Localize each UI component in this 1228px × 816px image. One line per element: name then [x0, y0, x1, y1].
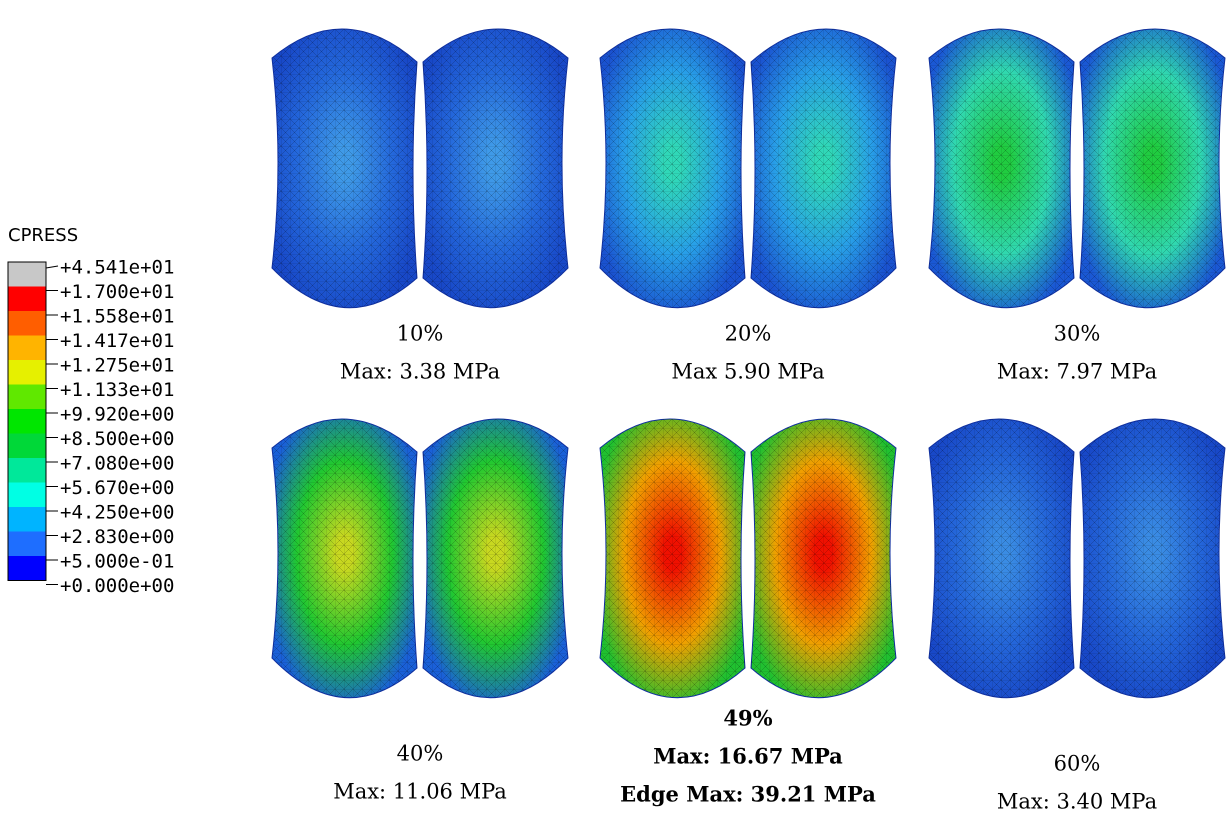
- legend-label: +1.558e+01: [60, 306, 174, 328]
- legend-label: +5.670e+00: [60, 477, 174, 499]
- caption: 49%: [723, 706, 772, 731]
- legend-swatch: [8, 385, 46, 410]
- mesh: [751, 29, 896, 308]
- legend-swatch: [8, 409, 46, 434]
- legend-label: +4.250e+00: [60, 502, 174, 524]
- mesh: [600, 419, 745, 698]
- contour-plot: [272, 419, 568, 698]
- legend-swatch: [8, 434, 46, 459]
- caption: 10%: [397, 322, 444, 346]
- legend-title: CPRESS: [8, 225, 78, 246]
- caption: Max: 16.67 MPa: [653, 744, 843, 769]
- legend-label: +8.500e+00: [60, 428, 174, 450]
- legend-swatch: [8, 458, 46, 483]
- legend-swatch: [8, 262, 46, 287]
- legend-swatch: [8, 311, 46, 336]
- mesh: [272, 419, 417, 698]
- legend-label: +5.000e-01: [60, 551, 174, 573]
- legend-swatch: [8, 360, 46, 385]
- figure: CPRESS +4.541e+01+1.700e+01+1.558e+01+1.…: [0, 0, 1228, 816]
- legend-label: +0.000e+00: [60, 575, 174, 597]
- legend-swatch: [8, 483, 46, 508]
- mesh: [751, 419, 896, 698]
- legend-swatch: [8, 287, 46, 312]
- legend-label: +7.080e+00: [60, 453, 174, 475]
- legend-label: +1.700e+01: [60, 281, 174, 303]
- mesh: [929, 29, 1074, 308]
- legend-label: +1.417e+01: [60, 330, 174, 352]
- legend-label: +1.133e+01: [60, 379, 174, 401]
- legend-label: +4.541e+01: [60, 257, 174, 279]
- mesh: [600, 29, 745, 308]
- legend-label: +9.920e+00: [60, 404, 174, 426]
- legend-swatch: [8, 532, 46, 557]
- caption: 20%: [725, 322, 772, 346]
- caption: Max: 11.06 MPa: [333, 780, 507, 804]
- mesh: [929, 419, 1074, 698]
- caption: 60%: [1054, 752, 1101, 776]
- legend-swatch: [8, 556, 46, 581]
- caption: Edge Max: 39.21 MPa: [620, 782, 876, 807]
- contour-plot: [600, 419, 896, 698]
- legend-swatch: [8, 507, 46, 532]
- legend-label: +2.830e+00: [60, 526, 174, 548]
- legend-tick: [46, 266, 58, 268]
- caption: 30%: [1054, 322, 1101, 346]
- contour-plot: [272, 29, 568, 308]
- mesh: [272, 29, 417, 308]
- caption: Max: 3.38 MPa: [340, 360, 500, 384]
- mesh: [1080, 419, 1225, 698]
- legend-label: +1.275e+01: [60, 355, 174, 377]
- contour-plot: [929, 29, 1225, 308]
- contour-plot: [929, 419, 1225, 698]
- mesh: [1080, 29, 1225, 308]
- caption: Max: 3.40 MPa: [997, 790, 1157, 814]
- mesh: [423, 29, 568, 308]
- caption: Max 5.90 MPa: [671, 360, 824, 384]
- caption: 40%: [397, 742, 444, 766]
- caption: Max: 7.97 MPa: [997, 360, 1157, 384]
- contour-plot: [600, 29, 896, 308]
- mesh: [423, 419, 568, 698]
- legend-swatch: [8, 336, 46, 361]
